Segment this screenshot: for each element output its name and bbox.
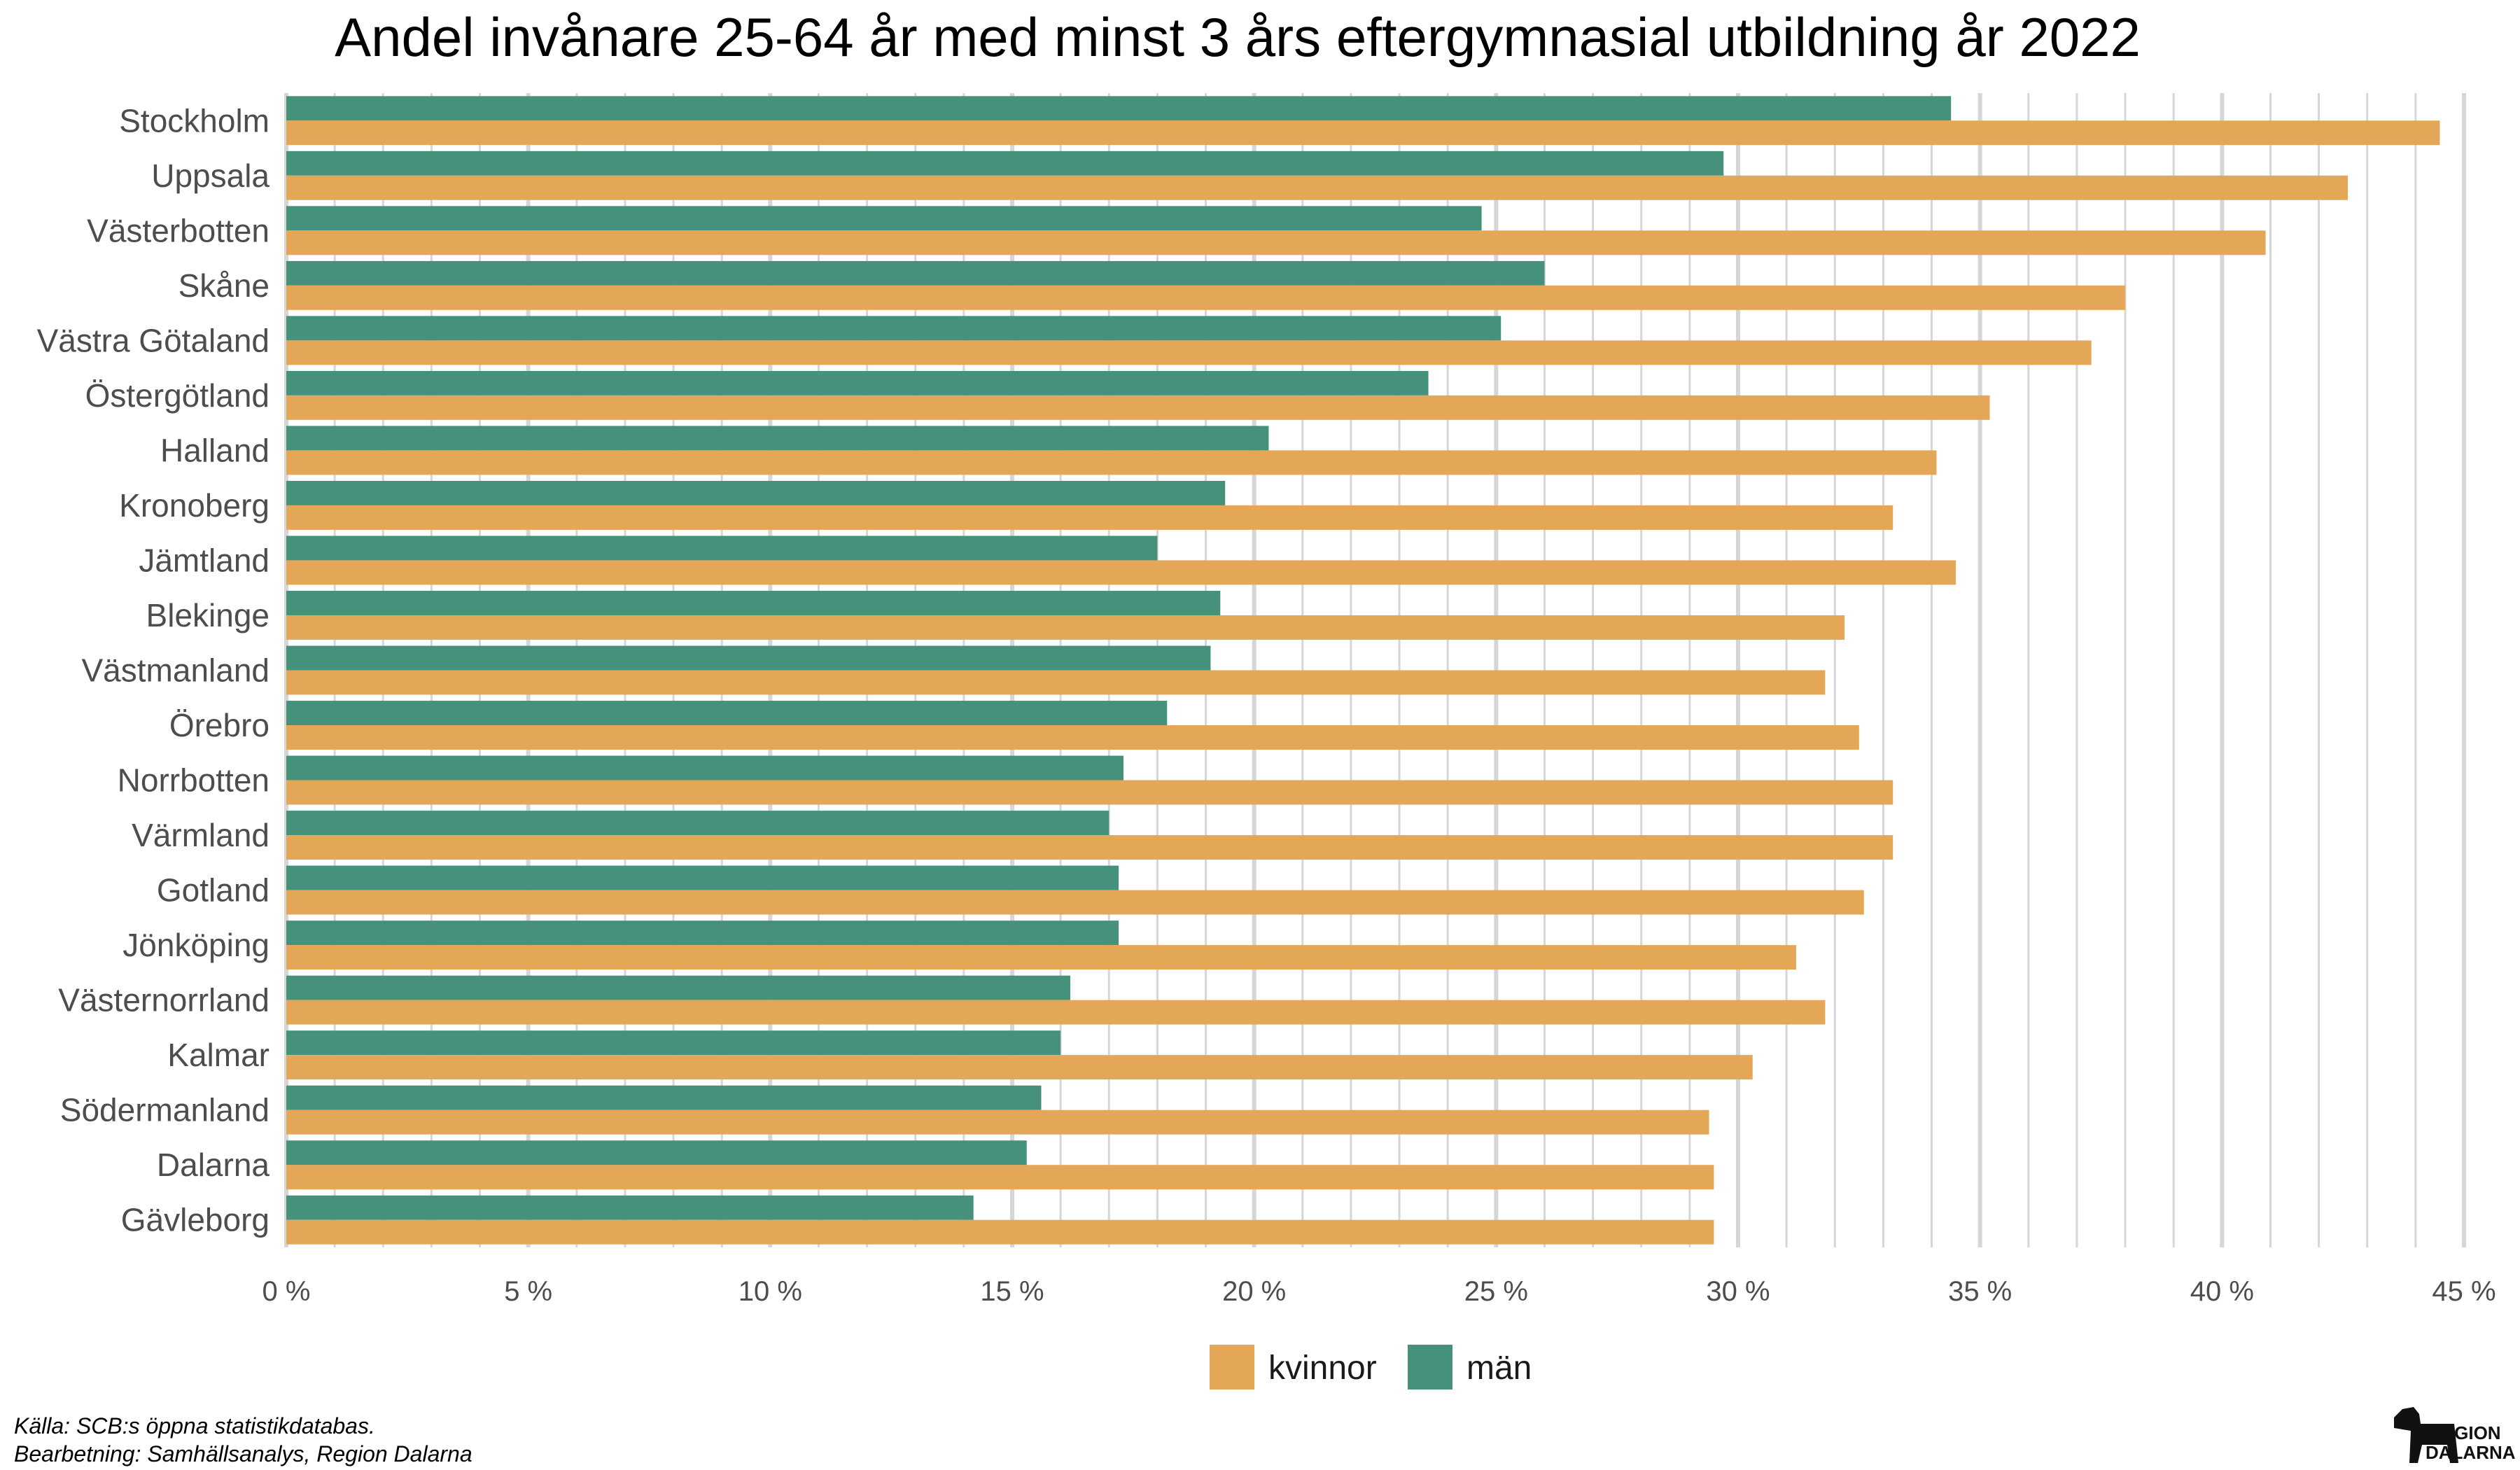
bar-woman — [286, 670, 1826, 695]
bar-woman — [286, 615, 1845, 640]
category-label: Blekinge — [146, 597, 270, 634]
bar-man — [286, 701, 1168, 726]
category-label: Örebro — [169, 707, 270, 743]
bar-woman — [286, 890, 1864, 915]
category-label: Skåne — [178, 267, 270, 304]
legend: kvinnor män — [1210, 1345, 1532, 1390]
category-label: Västmanland — [82, 652, 270, 689]
bar-woman — [286, 230, 2266, 255]
bar-man — [286, 591, 1221, 615]
x-tick-label: 25 % — [1464, 1276, 1528, 1307]
bar-man — [286, 1195, 974, 1220]
x-tick-label: 15 % — [980, 1276, 1044, 1307]
bar-woman — [286, 175, 2348, 200]
bar-man — [286, 1085, 1042, 1110]
logo-text-region: REGION — [2429, 1422, 2501, 1443]
bar-man — [286, 316, 1502, 341]
bar-man — [286, 480, 1226, 505]
category-label: Norrbotten — [118, 762, 270, 799]
bar-woman — [286, 285, 2126, 310]
category-labels: Stockholm Uppsala Västerbotten Skåne Västra … — [37, 102, 270, 1238]
bar-woman — [286, 1055, 1753, 1080]
bar-woman — [286, 780, 1893, 805]
x-tick-label: 20 % — [1222, 1276, 1286, 1307]
category-label: Stockholm — [119, 102, 270, 139]
bar-woman — [286, 1110, 1709, 1135]
x-tick-label: 30 % — [1706, 1276, 1770, 1307]
bar-woman — [286, 395, 1990, 420]
category-label: Dalarna — [157, 1147, 270, 1183]
bar-woman — [286, 450, 1937, 475]
bar-man — [286, 150, 1724, 176]
bar-man — [286, 645, 1211, 671]
category-label: Jönköping — [122, 927, 270, 963]
processing-text: Bearbetning: Samhällsanalys, Region Dala… — [14, 1441, 472, 1466]
bars — [286, 96, 2440, 1245]
category-label: Värmland — [132, 817, 270, 853]
x-tick-label: 35 % — [1948, 1276, 2012, 1307]
bar-man — [286, 920, 1119, 946]
bar-woman — [286, 945, 1796, 970]
bar-man — [286, 975, 1070, 1000]
bar-man — [286, 96, 1952, 121]
legend-label: kvinnor — [1268, 1350, 1377, 1387]
category-label: Östergötland — [85, 377, 270, 414]
bar-woman — [286, 1219, 1714, 1245]
x-tick-label: 40 % — [2190, 1276, 2254, 1307]
legend-swatch — [1408, 1345, 1452, 1390]
category-label: Västerbotten — [87, 212, 270, 248]
bar-man — [286, 260, 1545, 286]
region-dalarna-logo: REGION DALARNA — [2394, 1407, 2516, 1463]
x-tick-label: 0 % — [262, 1276, 311, 1307]
dala-horse-icon — [2394, 1407, 2458, 1463]
bar-woman — [286, 835, 1893, 860]
bar-woman — [286, 725, 1859, 750]
bar-man — [286, 1030, 1061, 1056]
x-axis-ticks: 0 % 5 % 10 % 15 % 20 % 25 % 30 % 35 % 40 % 45 % — [262, 1276, 2496, 1307]
category-label: Västra Götaland — [37, 322, 270, 358]
bar-man — [286, 206, 1482, 231]
bar-man — [286, 370, 1429, 396]
logo-text-dalarna: DALARNA — [2426, 1442, 2516, 1463]
category-label: Kronoberg — [119, 487, 270, 524]
category-label: Gotland — [157, 872, 270, 909]
bar-man — [286, 536, 1158, 561]
bar-man — [286, 865, 1119, 890]
x-tick-label: 5 % — [504, 1276, 552, 1307]
bar-man — [286, 755, 1124, 780]
source-text: Källa: SCB:s öppna statistikdatabas. — [14, 1413, 375, 1438]
bar-woman — [286, 505, 1893, 530]
bar-man — [286, 426, 1269, 451]
category-label: Halland — [160, 432, 270, 468]
bar-woman — [286, 1000, 1826, 1025]
category-label: Västernorrland — [58, 982, 270, 1018]
category-label: Jämtland — [139, 542, 270, 578]
legend-swatch — [1210, 1345, 1254, 1390]
category-label: Södermanland — [60, 1092, 270, 1128]
bar-woman — [286, 560, 1956, 585]
bar-woman — [286, 120, 2440, 146]
x-tick-label: 45 % — [2432, 1276, 2496, 1307]
legend-label: män — [1466, 1350, 1532, 1387]
x-tick-label: 10 % — [738, 1276, 802, 1307]
category-label: Kalmar — [167, 1037, 270, 1073]
chart-title: Andel invånare 25-64 år med minst 3 års … — [335, 6, 2141, 68]
bar-woman — [286, 340, 2092, 365]
category-label: Gävleborg — [121, 1202, 270, 1238]
bar-woman — [286, 1165, 1714, 1190]
bar-man — [286, 811, 1110, 836]
bar-man — [286, 1140, 1027, 1166]
category-label: Uppsala — [151, 158, 270, 194]
